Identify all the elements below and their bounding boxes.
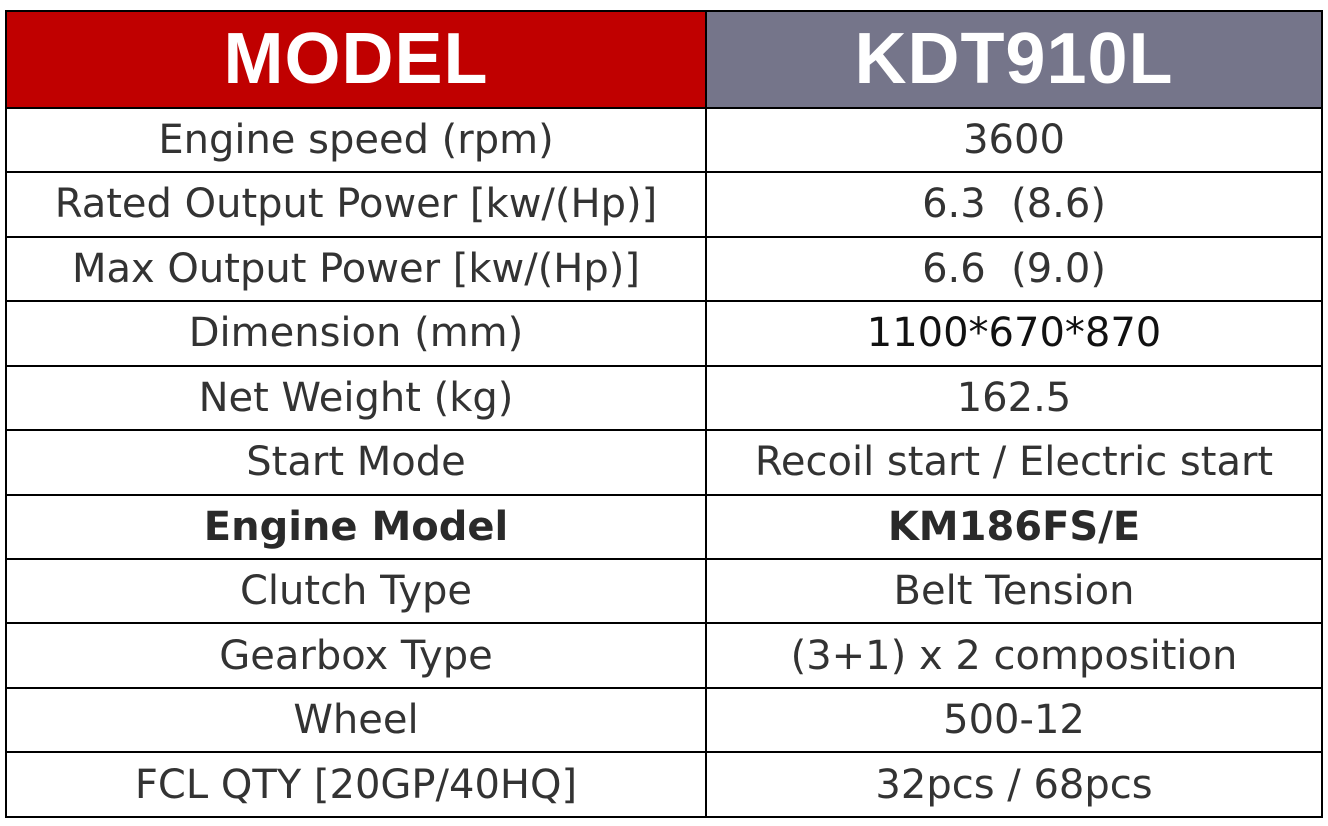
dimension-label: Dimension (mm): [5, 300, 707, 367]
engine-model-label: Engine Model: [5, 493, 707, 561]
model-header-value: KDT910L: [705, 10, 1323, 109]
table-row: Engine Model KM186FS/E: [5, 493, 1323, 561]
start-mode-label: Start Mode: [5, 429, 707, 496]
fcl-qty-value: 32pcs / 68pcs: [705, 751, 1323, 818]
engine-model-value: KM186FS/E: [705, 493, 1323, 561]
net-weight-value: 162.5: [705, 364, 1323, 432]
rated-output-power-value: 6.3 (8.6): [705, 171, 1323, 238]
engine-speed-label: Engine speed (rpm): [5, 106, 707, 174]
rated-output-power-label: Rated Output Power [kw/(Hp)]: [5, 171, 707, 238]
spec-table: MODEL KDT910L Engine speed (rpm) 3600 Ra…: [5, 10, 1323, 818]
table-row: Clutch Type Belt Tension: [5, 557, 1323, 625]
table-row: Gearbox Type (3+1) x 2 composition: [5, 622, 1323, 689]
wheel-value: 500-12: [705, 686, 1323, 754]
max-output-power-value: 6.6 (9.0): [705, 235, 1323, 303]
table-row: Wheel 500-12: [5, 686, 1323, 754]
table-row: Max Output Power [kw/(Hp)] 6.6 (9.0): [5, 235, 1323, 303]
table-row: Start Mode Recoil start / Electric start: [5, 429, 1323, 496]
model-header-label: MODEL: [5, 10, 707, 109]
table-row: Engine speed (rpm) 3600: [5, 106, 1323, 174]
max-output-power-label: Max Output Power [kw/(Hp)]: [5, 235, 707, 303]
net-weight-label: Net Weight (kg): [5, 364, 707, 432]
table-row: Net Weight (kg) 162.5: [5, 364, 1323, 432]
header-row: MODEL KDT910L: [5, 10, 1323, 109]
start-mode-value: Recoil start / Electric start: [705, 429, 1323, 496]
fcl-qty-label: FCL QTY [20GP/40HQ]: [5, 751, 707, 818]
clutch-type-value: Belt Tension: [705, 557, 1323, 625]
clutch-type-label: Clutch Type: [5, 557, 707, 625]
table-row: FCL QTY [20GP/40HQ] 32pcs / 68pcs: [5, 751, 1323, 818]
wheel-label: Wheel: [5, 686, 707, 754]
table-row: Rated Output Power [kw/(Hp)] 6.3 (8.6): [5, 171, 1323, 238]
dimension-value: 1100*670*870: [705, 300, 1323, 367]
table-row: Dimension (mm) 1100*670*870: [5, 300, 1323, 367]
gearbox-type-label: Gearbox Type: [5, 622, 707, 689]
gearbox-type-value: (3+1) x 2 composition: [705, 622, 1323, 689]
engine-speed-value: 3600: [705, 106, 1323, 174]
